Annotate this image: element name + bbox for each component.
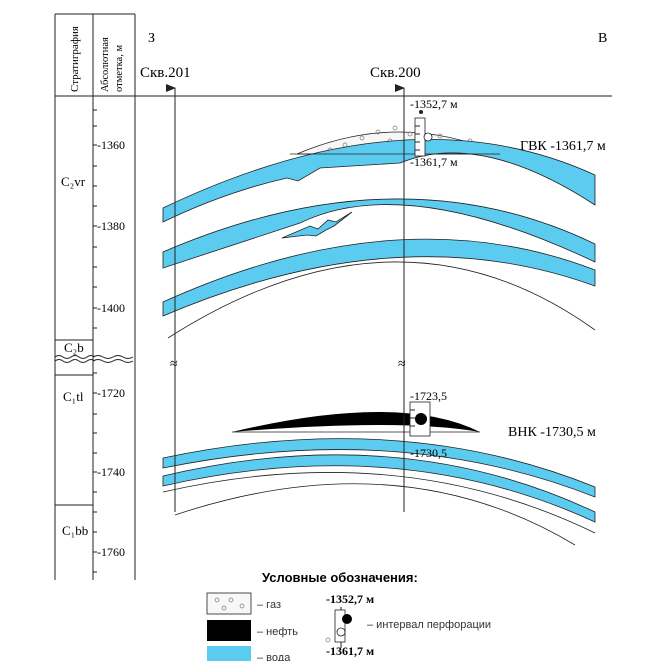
header-abs-line2: отметка, м	[114, 45, 125, 92]
oil-lens	[232, 412, 480, 432]
break-wave-lower	[54, 359, 96, 363]
header-abs-line1: Абсолютная	[100, 37, 111, 92]
legend-swatch-oil	[207, 620, 251, 641]
header-stratigraphy: Стратиграфия	[69, 26, 81, 92]
legend-perf-label: – интервал перфорации	[367, 619, 491, 631]
legend-perf-top: -1352,7 м	[326, 592, 374, 606]
depth-axis-lower: -1720 -1740 -1760	[93, 372, 125, 573]
depth-tick-1720: -1720	[97, 386, 125, 400]
lower-base-line-2	[174, 483, 576, 546]
upper-base-line	[167, 261, 596, 339]
direction-east: В	[598, 31, 607, 46]
direction-west: З	[148, 31, 155, 46]
legend-title: Условные обозначения:	[262, 570, 418, 585]
water-layer-5	[162, 454, 596, 523]
water-layer-2	[162, 198, 596, 269]
break-wave-lower-2	[92, 359, 134, 363]
strat-unit-c2b: C₂b	[64, 340, 84, 355]
break-wave-upper	[54, 355, 96, 359]
legend-label-oil: – нефть	[257, 626, 298, 638]
legend-perforation-symbol	[325, 607, 352, 648]
depth-tick-1380: -1380	[97, 219, 125, 233]
annotation-gwc-mark: -1361,7 м	[410, 155, 458, 169]
annotation-gwc: ГВК -1361,7 м	[520, 139, 606, 154]
well-label-201: Скв.201	[140, 65, 191, 81]
depth-tick-1360: -1360	[97, 138, 125, 152]
water-layer-1	[162, 139, 596, 223]
break-symbol-201: ≈	[170, 357, 178, 372]
annotation-owc: ВНК -1730,5 м	[508, 425, 596, 440]
legend-swatch-gas	[206, 592, 252, 615]
stratigraphy-table: Стратиграфия Абсолютная отметка, м C₂vr …	[54, 13, 136, 580]
depth-tick-1400: -1400	[97, 301, 125, 315]
lower-base-line-1	[162, 472, 596, 534]
strat-unit-c1tl: C₁tl	[63, 389, 84, 404]
well-label-200: Скв.200	[370, 65, 421, 81]
strat-unit-c1bb: C₁bb	[62, 523, 88, 538]
break-symbol-200: ≈	[398, 357, 406, 372]
legend-swatch-water	[207, 646, 251, 661]
water-layer-3	[162, 238, 596, 317]
depth-tick-1760: -1760	[97, 545, 125, 559]
legend-label-gas: – газ	[257, 599, 281, 611]
annotation-oil-top: -1723,5	[410, 389, 447, 403]
legend-perf-bottom: -1361,7 м	[326, 644, 374, 658]
depth-axis-upper: -1360 -1380 -1400	[93, 109, 125, 329]
break-wave-upper-2	[92, 355, 134, 359]
legend-label-water: – вода	[257, 652, 291, 661]
perforation-lower	[409, 401, 431, 437]
upper-section	[162, 125, 596, 339]
annotation-owc-mark: -1730,5	[410, 446, 447, 460]
annotation-gas-top: -1352,7 м	[410, 97, 458, 111]
legend: Условные обозначения: – газ – нефть – во…	[206, 570, 491, 661]
strat-unit-c2vr: C₂vr	[61, 174, 86, 189]
water-layer-4	[162, 438, 596, 498]
depth-tick-1740: -1740	[97, 465, 125, 479]
water-tongue	[281, 211, 353, 239]
legend-gas-dots	[214, 597, 245, 611]
perforation-upper	[414, 110, 433, 157]
